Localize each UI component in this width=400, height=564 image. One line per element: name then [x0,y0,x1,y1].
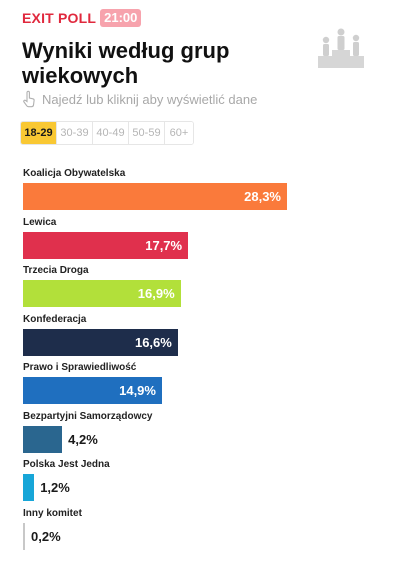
bar[interactable] [23,328,178,356]
people-podium-icon [318,28,364,68]
bar-value-label: 4,2% [68,431,98,447]
bar[interactable] [23,280,181,307]
bar-value-label: 14,9% [119,383,156,398]
hint-row: Najedź lub kliknij aby wyświetlić dane [22,89,257,109]
time-badge: 21:00 [100,9,142,27]
tab-age-50-59[interactable]: 50-59 [129,122,165,144]
bar-value-label: 28,3% [244,189,281,204]
party-label: Trzecia Droga [23,265,89,276]
bar[interactable] [23,425,63,453]
exit-poll-label: EXIT POLL [22,10,97,26]
party-label: Prawo i Sprawiedliwość [23,362,137,373]
party-label: Bezpartyjni Samorządowcy [23,410,153,422]
bar[interactable] [23,377,162,404]
party-label: Inny komitet [23,507,82,519]
party-label: Konfederacja [23,313,87,325]
page-title: Wyniki według grup wiekowych [22,38,230,88]
bar-value-label: 1,2% [40,480,70,495]
bar-value-label: 16,6% [134,334,172,350]
bar[interactable] [23,183,287,210]
tab-age-30-39[interactable]: 30-39 [57,122,93,144]
tab-age-40-49[interactable]: 40-49 [93,122,129,144]
party-label: Polska Jest Jedna [23,459,110,470]
party-label: Koalicja Obywatelska [23,168,126,179]
header-bar: EXIT POLL 21:00 [22,8,142,28]
bar-value-label: 16,9% [137,286,175,301]
hint-text: Najedź lub kliknij aby wyświetlić dane [42,91,258,107]
bar-value-label: 17,7% [145,237,183,253]
bar[interactable] [23,522,25,550]
tab-age-60-plus[interactable]: 60+ [165,122,193,144]
hand-pointer-icon [23,90,35,108]
tab-age-18-29[interactable]: 18-29 [21,122,57,144]
bar-value-label: 0,2% [31,528,61,544]
party-label: Lewica [23,216,57,228]
age-group-tabs: 18-29 30-39 40-49 50-59 60+ [20,121,194,145]
bar[interactable] [23,474,35,501]
bar[interactable] [23,231,189,259]
